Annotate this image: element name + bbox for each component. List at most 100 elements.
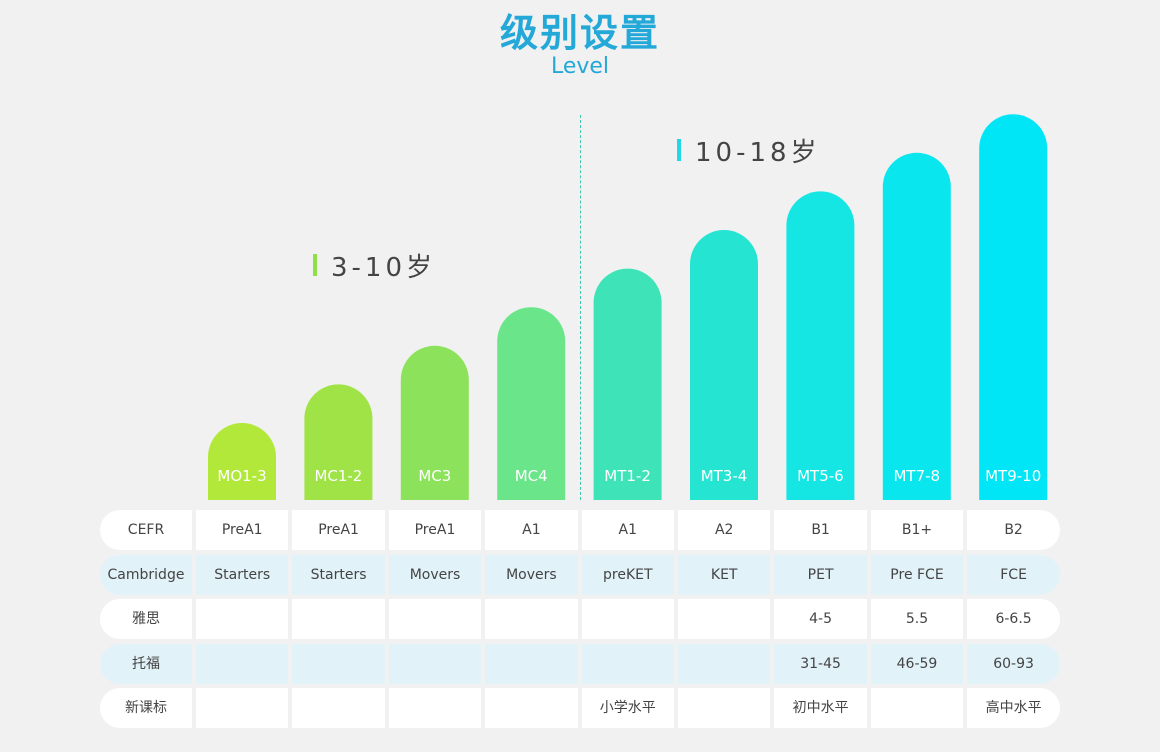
table-cell: 4-5 — [809, 611, 833, 627]
bar-mo1-3 — [208, 423, 276, 500]
table-cell — [485, 599, 577, 639]
cell-divider — [577, 643, 582, 684]
table-cell: KET — [710, 566, 738, 583]
cell-divider — [674, 599, 678, 639]
table-cell — [196, 599, 288, 639]
cell-divider — [866, 643, 871, 684]
table-cell — [196, 644, 288, 684]
table-cell: B1+ — [901, 522, 933, 538]
cell-divider — [192, 688, 196, 728]
table-cell: A2 — [714, 522, 734, 538]
cell-divider — [963, 510, 968, 550]
table-row: 雅思 4-5 5.5 6-6.5 — [100, 599, 1060, 639]
table-cell — [292, 644, 384, 684]
cell-divider — [577, 688, 582, 728]
cell-divider — [770, 510, 775, 550]
table-cell: Pre FCE — [890, 566, 944, 583]
cell-divider — [770, 599, 775, 639]
table-row: 托福 31-45 46-59 60-93 — [100, 643, 1060, 684]
bar-label: MC3 — [418, 467, 451, 485]
age-group-label: 3-10岁 — [331, 252, 437, 283]
bar-label: MT3-4 — [701, 467, 748, 485]
row-header: Cambridge — [107, 566, 185, 583]
table-cell: 初中水平 — [792, 700, 849, 716]
table-cell: 小学水平 — [599, 700, 656, 716]
age-group-divider — [580, 115, 581, 500]
cell-divider — [384, 510, 389, 550]
cell-divider — [288, 688, 293, 728]
cell-divider — [192, 554, 196, 595]
cell-divider — [963, 554, 968, 595]
table-cell: PreA1 — [318, 522, 359, 538]
cell-divider — [192, 643, 196, 684]
bar-mc1-2 — [304, 384, 373, 500]
table-cell: Movers — [409, 566, 461, 583]
age-group-marker — [677, 139, 681, 161]
age-group-marker — [313, 254, 317, 276]
cell-divider — [674, 510, 678, 550]
table-cell — [196, 688, 288, 728]
table-cell — [292, 688, 384, 728]
table-cell — [389, 688, 481, 728]
table-cell: 60-93 — [993, 655, 1034, 672]
table-cell — [582, 599, 674, 639]
bar-label: MT5-6 — [797, 467, 844, 485]
table-cell: A1 — [618, 522, 638, 538]
cell-divider — [384, 599, 389, 639]
cell-divider — [577, 599, 582, 639]
table-row: Cambridge Starters Starters Movers Movers pre… — [100, 554, 1060, 595]
cell-divider — [866, 688, 871, 728]
cell-divider — [770, 688, 775, 728]
cell-divider — [963, 643, 968, 684]
table-row: CEFR PreA1 PreA1 PreA1 A1 A1 A2 B1 B1+ B2 — [100, 510, 1060, 550]
table-cell — [678, 644, 770, 684]
table-cell: B2 — [1004, 522, 1023, 538]
page-subtitle: Level — [550, 54, 610, 79]
table-cell: 6-6.5 — [995, 611, 1032, 627]
bar-label: MT1-2 — [604, 467, 651, 485]
table-cell: B1 — [811, 522, 830, 538]
cell-divider — [770, 643, 775, 684]
cell-divider — [288, 554, 293, 595]
bar-label: MT9-10 — [985, 467, 1041, 485]
table-cell: PreA1 — [414, 522, 456, 538]
table-cell — [678, 599, 770, 639]
cell-divider — [288, 599, 293, 639]
bar-label: MC1-2 — [314, 467, 362, 485]
table-cell: PreA1 — [221, 522, 263, 538]
cell-divider — [963, 599, 968, 639]
bar-mc4 — [497, 307, 566, 500]
cell-divider — [770, 554, 775, 595]
cell-divider — [192, 510, 196, 550]
cell-divider — [192, 599, 196, 639]
table-cell — [389, 644, 481, 684]
age-group-label: 10-18岁 — [695, 137, 821, 168]
table-cell: Starters — [214, 566, 271, 583]
bar-mt5-6 — [786, 191, 855, 500]
bar-label: MC4 — [515, 467, 548, 485]
table-cell: A1 — [522, 522, 541, 538]
row-header: 新课标 — [125, 700, 167, 716]
row-header: 托福 — [132, 655, 160, 672]
table-cell: PET — [807, 566, 834, 583]
bar-label: MT7-8 — [893, 467, 940, 485]
cell-divider — [288, 510, 293, 550]
cell-divider — [866, 554, 871, 595]
cell-divider — [481, 643, 486, 684]
bar-mt3-4 — [690, 230, 758, 500]
cell-divider — [577, 510, 582, 550]
cell-divider — [577, 554, 582, 595]
bar-mt7-8 — [882, 152, 951, 501]
cell-divider — [384, 688, 389, 728]
cell-divider — [481, 510, 486, 550]
table-cell: Movers — [506, 566, 557, 583]
cell-divider — [674, 554, 678, 595]
table-cell: FCE — [1000, 566, 1027, 583]
cell-divider — [384, 643, 389, 684]
table-cell — [485, 644, 577, 684]
age-group-3-10: 3-10岁 — [313, 249, 437, 283]
cell-divider — [384, 554, 389, 595]
table-cell: 5.5 — [905, 611, 929, 627]
cell-divider — [481, 688, 486, 728]
